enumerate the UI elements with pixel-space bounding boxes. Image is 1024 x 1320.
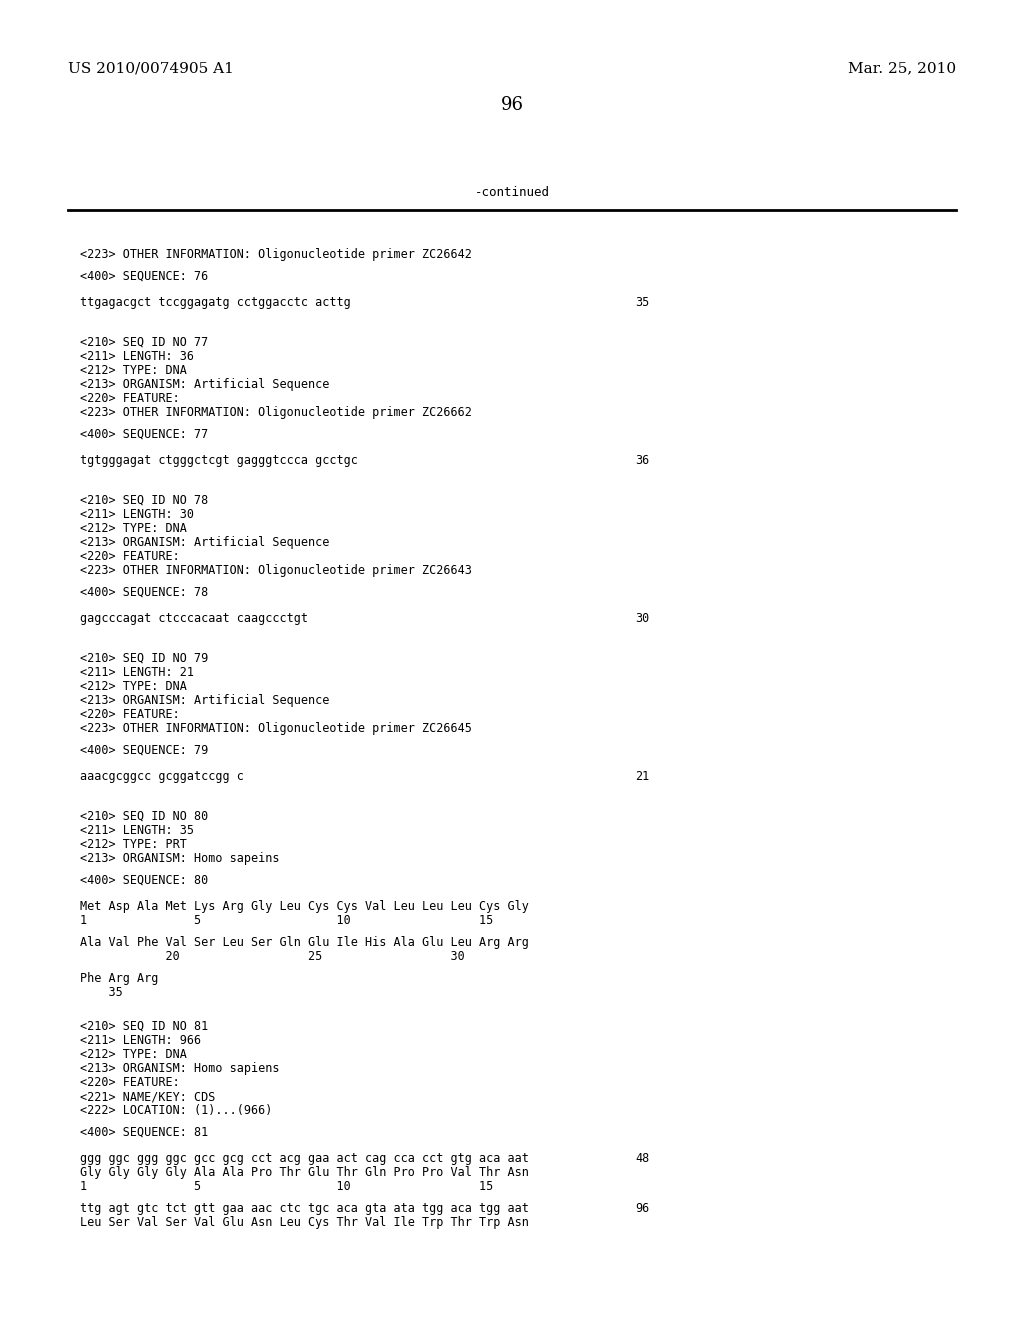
Text: <213> ORGANISM: Artificial Sequence: <213> ORGANISM: Artificial Sequence [80, 694, 330, 708]
Text: <211> LENGTH: 36: <211> LENGTH: 36 [80, 350, 194, 363]
Text: <212> TYPE: DNA: <212> TYPE: DNA [80, 1048, 186, 1061]
Text: <213> ORGANISM: Homo sapiens: <213> ORGANISM: Homo sapiens [80, 1063, 280, 1074]
Text: <400> SEQUENCE: 76: <400> SEQUENCE: 76 [80, 271, 208, 282]
Text: 48: 48 [635, 1152, 649, 1166]
Text: <212> TYPE: DNA: <212> TYPE: DNA [80, 680, 186, 693]
Text: <222> LOCATION: (1)...(966): <222> LOCATION: (1)...(966) [80, 1104, 272, 1117]
Text: <400> SEQUENCE: 80: <400> SEQUENCE: 80 [80, 874, 208, 887]
Text: <223> OTHER INFORMATION: Oligonucleotide primer ZC26642: <223> OTHER INFORMATION: Oligonucleotide… [80, 248, 472, 261]
Text: <211> LENGTH: 21: <211> LENGTH: 21 [80, 667, 194, 678]
Text: <210> SEQ ID NO 79: <210> SEQ ID NO 79 [80, 652, 208, 665]
Text: Phe Arg Arg: Phe Arg Arg [80, 972, 159, 985]
Text: <212> TYPE: DNA: <212> TYPE: DNA [80, 364, 186, 378]
Text: aaacgcggcc gcggatccgg c: aaacgcggcc gcggatccgg c [80, 770, 244, 783]
Text: <211> LENGTH: 966: <211> LENGTH: 966 [80, 1034, 201, 1047]
Text: 1               5                   10                  15: 1 5 10 15 [80, 1180, 494, 1193]
Text: 35: 35 [80, 986, 123, 999]
Text: <220> FEATURE:: <220> FEATURE: [80, 1076, 180, 1089]
Text: ttgagacgct tccggagatg cctggacctc acttg: ttgagacgct tccggagatg cctggacctc acttg [80, 296, 351, 309]
Text: <220> FEATURE:: <220> FEATURE: [80, 550, 180, 564]
Text: <400> SEQUENCE: 81: <400> SEQUENCE: 81 [80, 1126, 208, 1139]
Text: <212> TYPE: DNA: <212> TYPE: DNA [80, 521, 186, 535]
Text: Met Asp Ala Met Lys Arg Gly Leu Cys Cys Val Leu Leu Leu Cys Gly: Met Asp Ala Met Lys Arg Gly Leu Cys Cys … [80, 900, 528, 913]
Text: 21: 21 [635, 770, 649, 783]
Text: <400> SEQUENCE: 79: <400> SEQUENCE: 79 [80, 744, 208, 756]
Text: Mar. 25, 2010: Mar. 25, 2010 [848, 61, 956, 75]
Text: 20                  25                  30: 20 25 30 [80, 950, 465, 964]
Text: 30: 30 [635, 612, 649, 624]
Text: <400> SEQUENCE: 78: <400> SEQUENCE: 78 [80, 586, 208, 599]
Text: 96: 96 [635, 1203, 649, 1214]
Text: US 2010/0074905 A1: US 2010/0074905 A1 [68, 61, 233, 75]
Text: Ala Val Phe Val Ser Leu Ser Gln Glu Ile His Ala Glu Leu Arg Arg: Ala Val Phe Val Ser Leu Ser Gln Glu Ile … [80, 936, 528, 949]
Text: <210> SEQ ID NO 78: <210> SEQ ID NO 78 [80, 494, 208, 507]
Text: <212> TYPE: PRT: <212> TYPE: PRT [80, 838, 186, 851]
Text: 35: 35 [635, 296, 649, 309]
Text: <213> ORGANISM: Homo sapeins: <213> ORGANISM: Homo sapeins [80, 851, 280, 865]
Text: <220> FEATURE:: <220> FEATURE: [80, 708, 180, 721]
Text: <213> ORGANISM: Artificial Sequence: <213> ORGANISM: Artificial Sequence [80, 378, 330, 391]
Text: <220> FEATURE:: <220> FEATURE: [80, 392, 180, 405]
Text: <223> OTHER INFORMATION: Oligonucleotide primer ZC26662: <223> OTHER INFORMATION: Oligonucleotide… [80, 407, 472, 418]
Text: gagcccagat ctcccacaat caagccctgt: gagcccagat ctcccacaat caagccctgt [80, 612, 308, 624]
Text: 1               5                   10                  15: 1 5 10 15 [80, 913, 494, 927]
Text: <210> SEQ ID NO 81: <210> SEQ ID NO 81 [80, 1020, 208, 1034]
Text: -continued: -continued [474, 186, 550, 198]
Text: <210> SEQ ID NO 80: <210> SEQ ID NO 80 [80, 810, 208, 822]
Text: <210> SEQ ID NO 77: <210> SEQ ID NO 77 [80, 337, 208, 348]
Text: <221> NAME/KEY: CDS: <221> NAME/KEY: CDS [80, 1090, 215, 1104]
Text: ggg ggc ggg ggc gcc gcg cct acg gaa act cag cca cct gtg aca aat: ggg ggc ggg ggc gcc gcg cct acg gaa act … [80, 1152, 528, 1166]
Text: <211> LENGTH: 30: <211> LENGTH: 30 [80, 508, 194, 521]
Text: <223> OTHER INFORMATION: Oligonucleotide primer ZC26645: <223> OTHER INFORMATION: Oligonucleotide… [80, 722, 472, 735]
Text: <211> LENGTH: 35: <211> LENGTH: 35 [80, 824, 194, 837]
Text: tgtgggagat ctgggctcgt gagggtccca gcctgc: tgtgggagat ctgggctcgt gagggtccca gcctgc [80, 454, 357, 467]
Text: 36: 36 [635, 454, 649, 467]
Text: <400> SEQUENCE: 77: <400> SEQUENCE: 77 [80, 428, 208, 441]
Text: 96: 96 [501, 96, 523, 114]
Text: Leu Ser Val Ser Val Glu Asn Leu Cys Thr Val Ile Trp Thr Trp Asn: Leu Ser Val Ser Val Glu Asn Leu Cys Thr … [80, 1216, 528, 1229]
Text: Gly Gly Gly Gly Ala Ala Pro Thr Glu Thr Gln Pro Pro Val Thr Asn: Gly Gly Gly Gly Ala Ala Pro Thr Glu Thr … [80, 1166, 528, 1179]
Text: <213> ORGANISM: Artificial Sequence: <213> ORGANISM: Artificial Sequence [80, 536, 330, 549]
Text: <223> OTHER INFORMATION: Oligonucleotide primer ZC26643: <223> OTHER INFORMATION: Oligonucleotide… [80, 564, 472, 577]
Text: ttg agt gtc tct gtt gaa aac ctc tgc aca gta ata tgg aca tgg aat: ttg agt gtc tct gtt gaa aac ctc tgc aca … [80, 1203, 528, 1214]
